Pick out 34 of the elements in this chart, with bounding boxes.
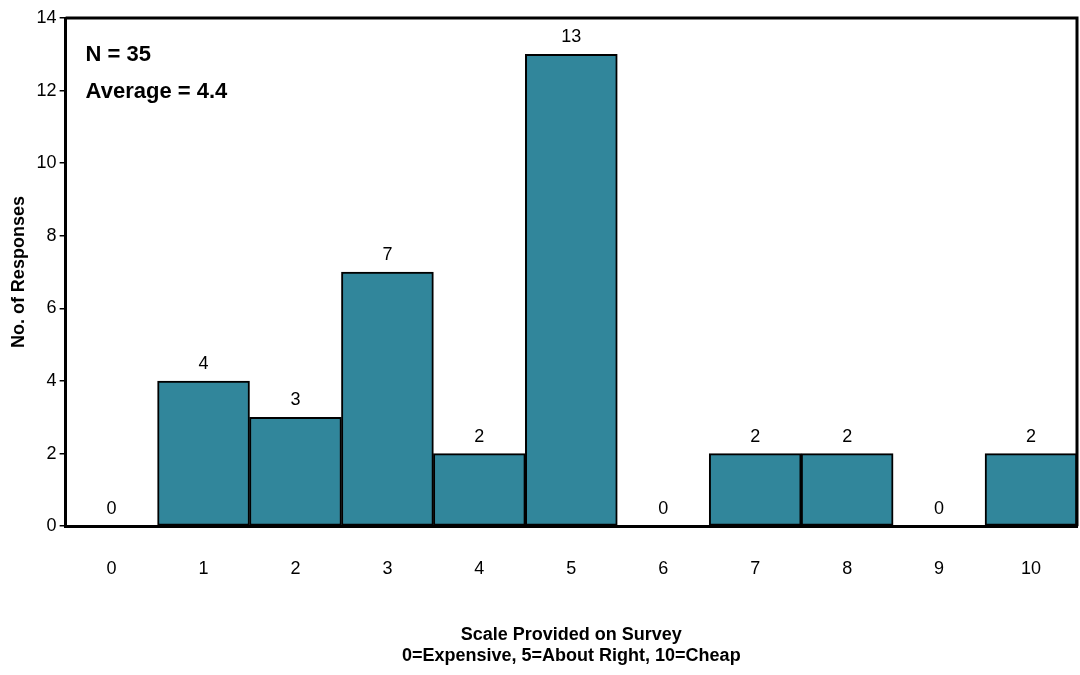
data-label: 4	[198, 352, 209, 373]
data-label: 0	[934, 498, 945, 519]
x-axis-title: Scale Provided on Survey 0=Expensive, 5=About Right, 10=Cheap	[402, 623, 741, 666]
x-tick-label: 7	[750, 557, 761, 578]
y-tick-label: 8	[46, 224, 57, 245]
x-tick-label: 9	[934, 557, 945, 578]
annotation: Average = 4.4	[85, 78, 229, 104]
x-tick-label: 8	[842, 557, 853, 578]
x-tick-label: 1	[198, 557, 209, 578]
x-tick-label: 10	[1021, 557, 1042, 578]
y-tick-label: 6	[46, 297, 57, 318]
x-tick-label: 6	[658, 557, 669, 578]
y-tick-label: 2	[46, 442, 57, 463]
y-tick-label: 10	[36, 152, 57, 173]
x-tick-label: 4	[474, 557, 485, 578]
data-label: 2	[750, 425, 761, 446]
x-tick-label: 2	[290, 557, 301, 578]
y-tick-label: 12	[36, 79, 57, 100]
x-tick-label: 3	[382, 557, 393, 578]
data-label: 7	[382, 244, 393, 265]
data-label: 3	[290, 389, 301, 410]
data-label: 0	[106, 498, 117, 519]
y-tick-label: 4	[46, 369, 57, 390]
x-tick-label: 0	[106, 557, 117, 578]
y-tick-label: 14	[36, 6, 57, 27]
annotation: N = 35	[85, 41, 152, 67]
data-label: 2	[474, 425, 485, 446]
data-label: 0	[658, 498, 669, 519]
x-tick-label: 5	[566, 557, 577, 578]
y-tick-label: 0	[46, 515, 57, 536]
data-label: 2	[1026, 425, 1037, 446]
data-label: 13	[561, 26, 582, 47]
data-label: 2	[842, 425, 853, 446]
y-axis-title: No. of Responses	[7, 196, 28, 349]
